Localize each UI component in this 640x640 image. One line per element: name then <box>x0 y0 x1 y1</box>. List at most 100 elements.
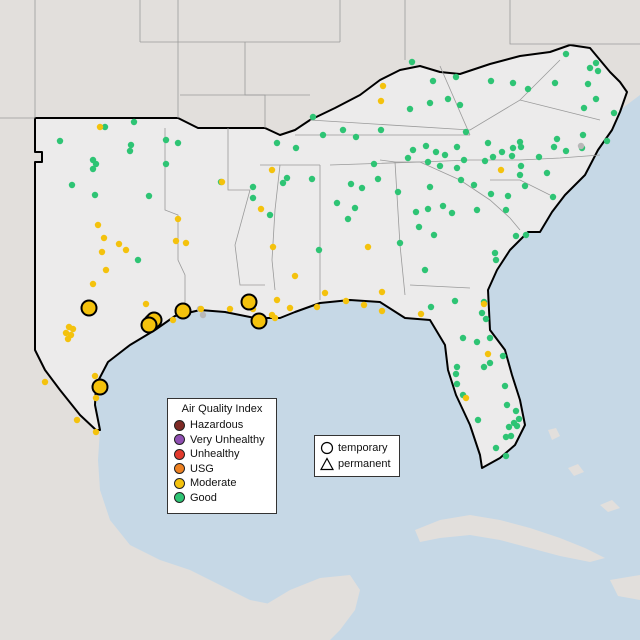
good-monitor-marker[interactable] <box>101 123 109 131</box>
good-monitor-marker[interactable] <box>453 143 461 151</box>
good-monitor-marker[interactable] <box>424 205 432 213</box>
good-monitor-marker[interactable] <box>553 135 561 143</box>
moderate-monitor-marker[interactable] <box>100 234 108 242</box>
moderate-monitor-marker[interactable] <box>218 178 226 186</box>
moderate-monitor-marker[interactable] <box>273 296 281 304</box>
moderate-monitor-marker[interactable] <box>257 205 265 213</box>
moderate-monitor-marker[interactable] <box>480 300 488 308</box>
good-monitor-marker[interactable] <box>551 79 559 87</box>
good-monitor-marker[interactable] <box>92 160 100 168</box>
good-monitor-marker[interactable] <box>344 215 352 223</box>
moderate-monitor-marker[interactable] <box>64 335 72 343</box>
good-monitor-marker[interactable] <box>453 164 461 172</box>
good-monitor-marker[interactable] <box>315 246 323 254</box>
moderate-monitor-marker[interactable] <box>172 237 180 245</box>
good-monitor-marker[interactable] <box>441 151 449 159</box>
good-monitor-marker[interactable] <box>487 77 495 85</box>
moderate-monitor-marker[interactable] <box>89 280 97 288</box>
good-monitor-marker[interactable] <box>279 179 287 187</box>
good-monitor-marker[interactable] <box>487 190 495 198</box>
good-monitor-marker[interactable] <box>426 99 434 107</box>
good-monitor-marker[interactable] <box>603 137 611 145</box>
good-monitor-marker[interactable] <box>543 169 551 177</box>
moderate-temporary-monitor-marker[interactable] <box>174 302 192 320</box>
moderate-monitor-marker[interactable] <box>69 325 77 333</box>
moderate-monitor-marker[interactable] <box>291 272 299 280</box>
good-monitor-marker[interactable] <box>430 231 438 239</box>
good-monitor-marker[interactable] <box>521 182 529 190</box>
good-monitor-marker[interactable] <box>412 208 420 216</box>
good-monitor-marker[interactable] <box>377 126 385 134</box>
good-monitor-marker[interactable] <box>503 401 511 409</box>
good-monitor-marker[interactable] <box>586 64 594 72</box>
good-monitor-marker[interactable] <box>426 183 434 191</box>
good-monitor-marker[interactable] <box>432 148 440 156</box>
good-monitor-marker[interactable] <box>498 148 506 156</box>
good-monitor-marker[interactable] <box>460 156 468 164</box>
good-monitor-marker[interactable] <box>592 95 600 103</box>
moderate-monitor-marker[interactable] <box>91 372 99 380</box>
good-monitor-marker[interactable] <box>309 113 317 121</box>
good-monitor-marker[interactable] <box>579 131 587 139</box>
good-monitor-marker[interactable] <box>404 154 412 162</box>
moderate-monitor-marker[interactable] <box>269 243 277 251</box>
moderate-temporary-monitor-marker[interactable] <box>91 378 109 396</box>
good-monitor-marker[interactable] <box>396 239 404 247</box>
good-monitor-marker[interactable] <box>249 194 257 202</box>
good-monitor-marker[interactable] <box>424 158 432 166</box>
moderate-monitor-marker[interactable] <box>96 123 104 131</box>
moderate-monitor-marker[interactable] <box>73 416 81 424</box>
good-monitor-marker[interactable] <box>352 133 360 141</box>
good-monitor-marker[interactable] <box>127 141 135 149</box>
good-monitor-marker[interactable] <box>162 160 170 168</box>
moderate-monitor-marker[interactable] <box>174 215 182 223</box>
good-monitor-marker[interactable] <box>562 50 570 58</box>
good-monitor-marker[interactable] <box>370 160 378 168</box>
good-monitor-marker[interactable] <box>499 352 507 360</box>
good-monitor-marker[interactable] <box>409 146 417 154</box>
moderate-monitor-marker[interactable] <box>377 97 385 105</box>
moderate-temporary-monitor-marker[interactable] <box>140 316 158 334</box>
moderate-monitor-marker[interactable] <box>142 300 150 308</box>
good-monitor-marker[interactable] <box>134 256 142 264</box>
good-monitor-marker[interactable] <box>408 58 416 66</box>
moderate-monitor-marker[interactable] <box>41 378 49 386</box>
good-monitor-marker[interactable] <box>456 101 464 109</box>
good-monitor-marker[interactable] <box>507 432 515 440</box>
good-monitor-marker[interactable] <box>502 206 510 214</box>
good-monitor-marker[interactable] <box>145 192 153 200</box>
good-monitor-marker[interactable] <box>470 181 478 189</box>
good-monitor-marker[interactable] <box>89 165 97 173</box>
good-monitor-marker[interactable] <box>484 139 492 147</box>
good-monitor-marker[interactable] <box>592 59 600 67</box>
good-monitor-marker[interactable] <box>358 184 366 192</box>
good-monitor-marker[interactable] <box>580 104 588 112</box>
good-monitor-marker[interactable] <box>319 131 327 139</box>
good-monitor-marker[interactable] <box>283 174 291 182</box>
good-monitor-marker[interactable] <box>406 105 414 113</box>
good-monitor-marker[interactable] <box>524 85 532 93</box>
good-monitor-marker[interactable] <box>486 334 494 342</box>
good-monitor-marker[interactable] <box>351 204 359 212</box>
good-monitor-marker[interactable] <box>502 433 510 441</box>
good-monitor-marker[interactable] <box>249 183 257 191</box>
good-monitor-marker[interactable] <box>444 95 452 103</box>
moderate-monitor-marker[interactable] <box>379 82 387 90</box>
good-monitor-marker[interactable] <box>333 199 341 207</box>
moderate-monitor-marker[interactable] <box>364 243 372 251</box>
moderate-monitor-marker[interactable] <box>226 305 234 313</box>
moderate-monitor-marker[interactable] <box>115 240 123 248</box>
moderate-monitor-marker[interactable] <box>360 301 368 309</box>
good-monitor-marker[interactable] <box>452 370 460 378</box>
good-monitor-marker[interactable] <box>594 67 602 75</box>
moderate-monitor-marker[interactable] <box>94 221 102 229</box>
moderate-monitor-marker[interactable] <box>268 166 276 174</box>
moderate-monitor-marker[interactable] <box>417 310 425 318</box>
good-monitor-marker[interactable] <box>130 118 138 126</box>
moderate-monitor-marker[interactable] <box>462 394 470 402</box>
good-monitor-marker[interactable] <box>448 209 456 217</box>
good-monitor-marker[interactable] <box>549 193 557 201</box>
moderate-monitor-marker[interactable] <box>98 248 106 256</box>
good-monitor-marker[interactable] <box>522 231 530 239</box>
moderate-monitor-marker[interactable] <box>378 307 386 315</box>
